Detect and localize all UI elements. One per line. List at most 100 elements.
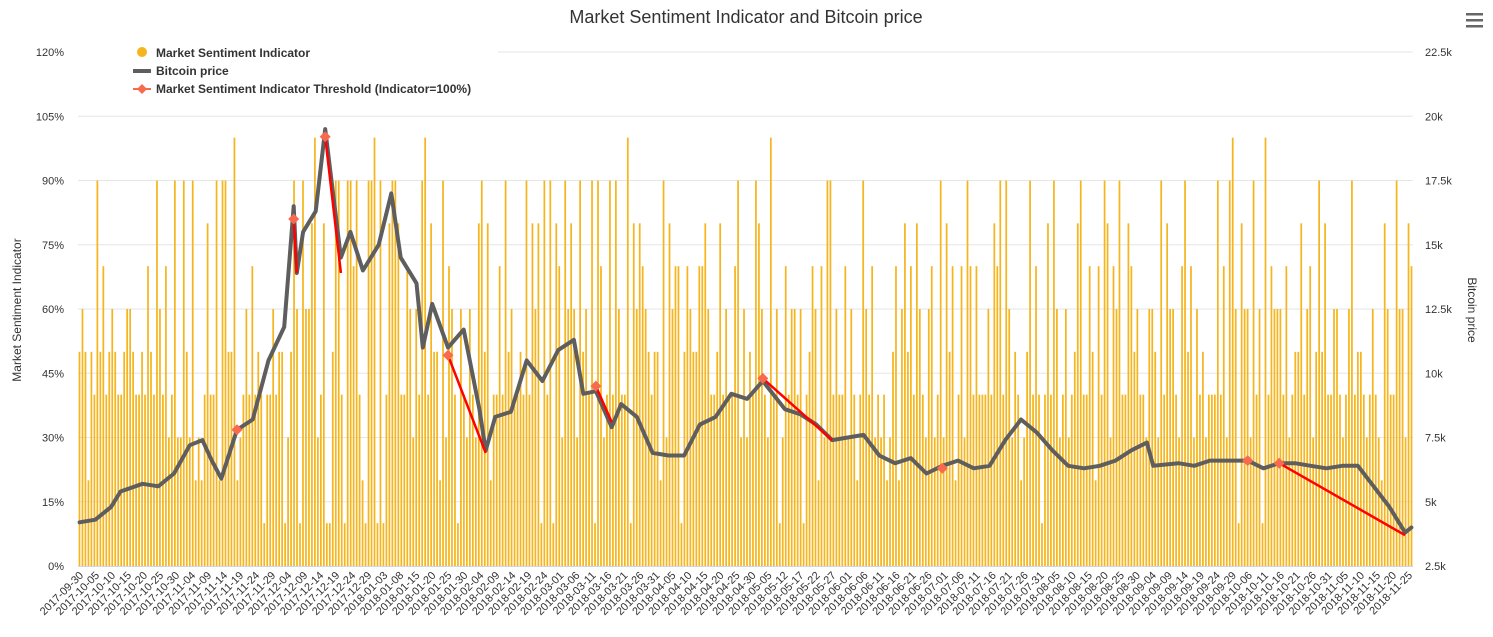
indicator-bar[interactable]	[1276, 309, 1279, 566]
indicator-bar[interactable]	[1282, 394, 1285, 566]
indicator-bar[interactable]	[1145, 437, 1148, 567]
indicator-bar[interactable]	[555, 223, 558, 566]
indicator-bar[interactable]	[424, 137, 427, 567]
indicator-bar[interactable]	[358, 394, 361, 566]
indicator-bar[interactable]	[793, 309, 796, 566]
indicator-bar[interactable]	[790, 309, 793, 566]
indicator-bar[interactable]	[1219, 394, 1222, 566]
indicator-bar[interactable]	[1100, 394, 1103, 566]
indicator-bar[interactable]	[758, 223, 760, 566]
indicator-bar[interactable]	[1121, 394, 1124, 566]
indicator-bar[interactable]	[892, 351, 894, 566]
indicator-bar[interactable]	[296, 309, 298, 566]
indicator-bar[interactable]	[823, 437, 826, 567]
indicator-bar[interactable]	[1330, 394, 1332, 566]
indicator-bar[interactable]	[468, 309, 471, 566]
indicator-bar[interactable]	[391, 180, 394, 567]
threshold-line[interactable]	[1278, 462, 1406, 537]
indicator-bar[interactable]	[1062, 394, 1064, 566]
indicator-bar[interactable]	[460, 309, 462, 566]
indicator-bar[interactable]	[248, 394, 251, 566]
indicator-bar[interactable]	[1017, 394, 1020, 566]
indicator-bar[interactable]	[501, 394, 504, 566]
indicator-bar[interactable]	[752, 394, 754, 566]
indicator-bar[interactable]	[1103, 180, 1106, 567]
indicator-bar[interactable]	[144, 394, 146, 566]
indicator-bar[interactable]	[1029, 180, 1031, 567]
indicator-bar[interactable]	[156, 180, 158, 567]
indicator-bar[interactable]	[617, 309, 620, 566]
indicator-bar[interactable]	[1106, 223, 1109, 566]
indicator-bar[interactable]	[218, 480, 221, 566]
indicator-bar[interactable]	[1258, 309, 1261, 566]
indicator-bar[interactable]	[486, 223, 489, 566]
indicator-bar[interactable]	[328, 523, 331, 566]
indicator-bar[interactable]	[236, 480, 239, 566]
indicator-bar[interactable]	[457, 523, 459, 566]
indicator-bar[interactable]	[1321, 351, 1323, 566]
indicator-bar[interactable]	[525, 180, 528, 567]
indicator-bar[interactable]	[1336, 309, 1338, 566]
indicator-bar[interactable]	[1365, 437, 1368, 567]
indicator-bar[interactable]	[1184, 180, 1186, 567]
indicator-bar[interactable]	[1059, 437, 1061, 567]
indicator-bar[interactable]	[886, 480, 888, 566]
indicator-bar[interactable]	[206, 223, 209, 566]
indicator-bar[interactable]	[510, 309, 513, 566]
indicator-bar[interactable]	[1291, 394, 1294, 566]
indicator-bar[interactable]	[728, 394, 730, 566]
indicator-bar[interactable]	[1210, 394, 1213, 566]
indicator-bar[interactable]	[948, 351, 951, 566]
indicator-bar[interactable]	[936, 394, 939, 566]
indicator-bar[interactable]	[647, 351, 650, 566]
indicator-bar[interactable]	[242, 394, 245, 566]
indicator-bar[interactable]	[141, 351, 143, 566]
indicator-bar[interactable]	[915, 223, 918, 566]
indicator-bar[interactable]	[269, 394, 272, 566]
indicator-bar[interactable]	[799, 309, 802, 566]
indicator-bar[interactable]	[847, 437, 850, 567]
indicator-bar[interactable]	[632, 223, 635, 566]
indicator-bar[interactable]	[466, 437, 468, 567]
indicator-bar[interactable]	[981, 394, 984, 566]
indicator-bar[interactable]	[376, 523, 379, 566]
indicator-bar[interactable]	[716, 351, 719, 566]
indicator-bar[interactable]	[1038, 394, 1040, 566]
threshold-line[interactable]	[594, 385, 613, 423]
indicator-bar[interactable]	[600, 266, 602, 566]
threshold-marker[interactable]	[757, 372, 769, 384]
indicator-bar[interactable]	[495, 394, 498, 566]
indicator-bar[interactable]	[957, 394, 960, 566]
indicator-bar[interactable]	[1392, 394, 1395, 566]
indicator-bar[interactable]	[1109, 437, 1112, 567]
indicator-bar[interactable]	[1285, 266, 1288, 566]
indicator-bar[interactable]	[1193, 437, 1195, 567]
indicator-bar[interactable]	[871, 266, 874, 566]
indicator-bar[interactable]	[960, 266, 963, 566]
indicator-bar[interactable]	[978, 394, 981, 566]
indicator-bar[interactable]	[552, 523, 555, 566]
indicator-bar[interactable]	[1157, 437, 1160, 567]
threshold-marker[interactable]	[1242, 455, 1254, 467]
indicator-bar[interactable]	[126, 309, 129, 566]
indicator-bar[interactable]	[939, 180, 942, 567]
indicator-bar[interactable]	[176, 437, 179, 567]
indicator-bar[interactable]	[662, 180, 665, 567]
indicator-bar[interactable]	[1187, 351, 1189, 566]
indicator-bar[interactable]	[746, 437, 748, 567]
indicator-bar[interactable]	[1410, 266, 1413, 566]
indicator-bar[interactable]	[1362, 394, 1365, 566]
indicator-bar[interactable]	[749, 351, 751, 566]
indicator-bar[interactable]	[302, 180, 304, 567]
indicator-bar[interactable]	[492, 394, 495, 566]
indicator-bar[interactable]	[317, 437, 319, 567]
indicator-bar[interactable]	[1064, 309, 1067, 566]
indicator-bar[interactable]	[403, 394, 406, 566]
indicator-bar[interactable]	[171, 394, 173, 566]
indicator-bar[interactable]	[153, 394, 155, 566]
indicator-bar[interactable]	[442, 180, 444, 567]
indicator-bar[interactable]	[1339, 394, 1341, 566]
indicator-bar[interactable]	[609, 180, 611, 567]
indicator-bar[interactable]	[78, 351, 81, 566]
indicator-bar[interactable]	[927, 309, 930, 566]
